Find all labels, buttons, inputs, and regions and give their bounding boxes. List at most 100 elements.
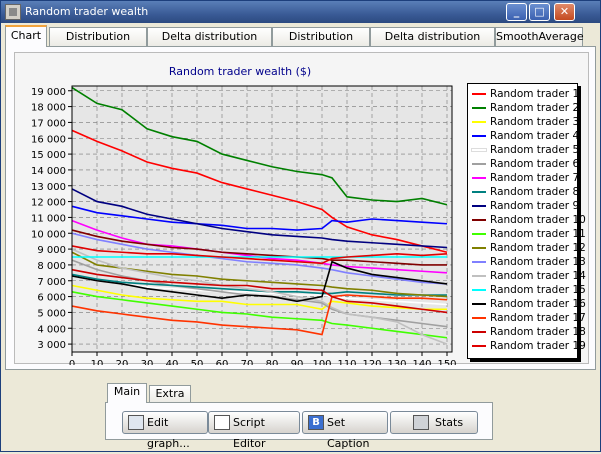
edit-graph-button[interactable]: Edit graph... — [122, 411, 208, 450]
title-bar[interactable]: Random trader wealth _ □ ✕ — [1, 1, 600, 23]
script-editor-label: Script Editor — [233, 416, 266, 450]
series-line-1 — [71, 129, 448, 254]
chart-area[interactable]: Random trader wealth ($) 3 000 4 000 5 000… — [14, 52, 589, 365]
legend-label: Random trader 12 — [490, 242, 586, 254]
legend-label: Random trader 8 — [490, 186, 580, 198]
tab-delta-distribution-bars[interactable]: Delta distribution (bars) — [370, 27, 495, 61]
plot-border — [71, 85, 453, 353]
legend-label: Random trader 4 — [490, 130, 580, 142]
x-tick-label: 30 — [141, 359, 154, 365]
stats-label: Stats — [435, 416, 464, 429]
tab-chart[interactable]: Chart — [5, 25, 47, 47]
stats-button[interactable]: Stats — [390, 411, 478, 434]
close-button[interactable]: ✕ — [554, 3, 575, 21]
chart-legend: Random trader 1 Random trader 2 Random tra… — [467, 83, 586, 359]
y-tick-label: 17 000 — [31, 118, 66, 129]
tab-delta-distribution-lines[interactable]: Delta distribution (lines) — [147, 27, 272, 61]
legend-label: Random trader 9 — [490, 200, 580, 212]
y-tick-label: 10 000 — [31, 229, 66, 240]
window-title: Random trader wealth — [25, 5, 149, 18]
x-tick-label: 20 — [116, 359, 129, 365]
legend-swatch — [472, 289, 486, 291]
chart-icon — [128, 415, 144, 430]
legend-swatch — [472, 93, 486, 95]
y-tick-label: 19 000 — [31, 87, 66, 98]
legend-label: Random trader 15 — [490, 284, 586, 296]
legend-swatch — [472, 219, 486, 221]
calculator-icon — [413, 415, 429, 430]
legend-swatch — [472, 163, 486, 165]
legend-swatch — [471, 148, 487, 152]
y-tick-label: 8 000 — [37, 261, 66, 272]
series-line-2 — [71, 86, 448, 206]
tab-main[interactable]: Main — [107, 383, 147, 403]
legend-swatch — [472, 177, 486, 179]
x-tick-label: 10 — [91, 359, 104, 365]
line-chart[interactable]: 3 000 4 000 5 000 6 000 7 000 8 000 9 000 10 00… — [15, 53, 465, 365]
legend-label: Random trader 17 — [490, 312, 586, 324]
bottom-toolbar: Main Extra Edit graph... Script Editor B… — [105, 379, 493, 450]
legend-swatch — [472, 261, 486, 263]
edit-graph-label: Edit graph... — [147, 416, 190, 450]
x-tick-label: 120 — [362, 359, 381, 365]
x-tick-label: 0 — [69, 359, 75, 365]
x-tick-label: 70 — [241, 359, 254, 365]
script-editor-button[interactable]: Script Editor — [208, 411, 300, 450]
series-line-13 — [71, 232, 448, 285]
y-tick-label: 5 000 — [37, 308, 66, 319]
legend-label: Random trader 7 — [490, 172, 580, 184]
y-tick-label: 11 000 — [31, 213, 66, 224]
legend-swatch — [472, 317, 486, 319]
legend-label: Random trader 5 — [490, 144, 580, 156]
y-tick-label: 14 000 — [31, 166, 66, 177]
legend-label: Random trader 1 — [490, 88, 580, 100]
legend-swatch — [472, 191, 486, 193]
tab-distribution-lines[interactable]: Distribution (lines) — [49, 27, 147, 61]
legend-label: Random trader 3 — [490, 116, 580, 128]
maximize-button[interactable]: □ — [529, 3, 550, 21]
series-line-18 — [71, 268, 448, 314]
series-line-9 — [71, 188, 448, 249]
y-tick-label: 7 000 — [37, 277, 66, 288]
legend-label: Random trader 11 — [490, 228, 586, 240]
x-tick-label: 40 — [166, 359, 179, 365]
bold-caption-icon: B — [308, 415, 324, 430]
y-tick-label: 9 000 — [37, 245, 66, 256]
x-tick-label: 80 — [266, 359, 279, 365]
series-line-12 — [71, 251, 448, 298]
legend-swatch — [472, 107, 486, 109]
y-tick-label: 18 000 — [31, 103, 66, 114]
app-icon[interactable] — [5, 4, 21, 20]
series-line-14 — [71, 248, 448, 345]
x-tick-label: 150 — [437, 359, 456, 365]
tab-smooth-average[interactable]: SmoothAverage — [495, 27, 584, 46]
series-line-10 — [71, 229, 447, 266]
tab-distribution-bars[interactable]: Distribution (bars) — [272, 27, 370, 61]
chart-title: Random trader wealth ($) — [168, 65, 312, 78]
legend-swatch — [472, 121, 486, 123]
series-line-11 — [71, 291, 448, 339]
x-tick-label: 90 — [291, 359, 304, 365]
legend-swatch — [472, 275, 486, 277]
main-tab-strip: Chart Distribution (lines) Delta distrib… — [5, 25, 595, 61]
x-tick-label: 140 — [412, 359, 431, 365]
x-tick-label: 100 — [312, 359, 331, 365]
x-tick-label: 50 — [191, 359, 204, 365]
legend-swatch — [472, 205, 486, 207]
legend-swatch — [472, 331, 486, 333]
y-tick-label: 16 000 — [31, 134, 66, 145]
main-button-panel: Edit graph... Script Editor B Set Captio… — [105, 402, 493, 450]
legend-label: Random trader 13 — [490, 256, 586, 268]
series-line-5 — [71, 275, 448, 306]
series-line-19 — [71, 245, 448, 265]
tab-extra[interactable]: Extra — [149, 385, 191, 402]
y-tick-label: 12 000 — [31, 198, 66, 209]
series-line-17 — [71, 294, 448, 336]
set-caption-button[interactable]: B Set Caption — [302, 411, 388, 450]
series-line-7 — [71, 219, 448, 274]
minimize-button[interactable]: _ — [506, 3, 527, 21]
series-line-4 — [71, 205, 448, 231]
script-icon — [214, 415, 230, 430]
y-tick-label: 3 000 — [37, 340, 66, 351]
